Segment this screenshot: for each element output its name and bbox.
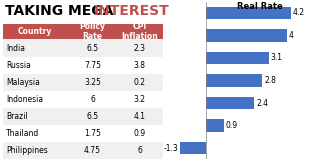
Text: Real Rate: Real Rate [237, 2, 283, 11]
Text: India: India [6, 43, 25, 52]
Text: 6: 6 [137, 146, 142, 155]
Text: Thailand: Thailand [6, 129, 40, 138]
Text: -1.3: -1.3 [164, 144, 178, 153]
Text: 7.75: 7.75 [84, 61, 101, 70]
Text: 6.5: 6.5 [86, 112, 99, 121]
Text: 2.3: 2.3 [133, 43, 146, 52]
FancyBboxPatch shape [3, 125, 163, 142]
Bar [206, 97, 254, 109]
FancyBboxPatch shape [3, 24, 163, 39]
Text: TAKING MEGA: TAKING MEGA [5, 4, 118, 18]
Text: 3.2: 3.2 [133, 95, 146, 104]
Text: 6.5: 6.5 [86, 43, 99, 52]
Text: 0.9: 0.9 [226, 121, 238, 130]
FancyBboxPatch shape [3, 91, 163, 108]
Bar [180, 142, 206, 154]
Text: Indonesia: Indonesia [6, 95, 43, 104]
Bar [206, 7, 291, 19]
Text: 2.4: 2.4 [256, 99, 268, 108]
Text: 4.75: 4.75 [84, 146, 101, 155]
Text: 4.1: 4.1 [133, 112, 146, 121]
Text: Policy
Rate: Policy Rate [79, 22, 106, 41]
Text: 0.9: 0.9 [133, 129, 146, 138]
Text: 6: 6 [90, 95, 95, 104]
FancyBboxPatch shape [3, 142, 163, 159]
Text: 3.25: 3.25 [84, 78, 101, 87]
Bar [206, 119, 224, 132]
Text: 3.8: 3.8 [133, 61, 146, 70]
Text: INTEREST: INTEREST [93, 4, 169, 18]
Bar [206, 52, 268, 64]
Text: 4: 4 [288, 31, 293, 40]
Text: CPI
Inflation: CPI Inflation [121, 22, 158, 41]
Text: 4.2: 4.2 [292, 8, 304, 17]
Text: 1.75: 1.75 [84, 129, 101, 138]
Text: 0.2: 0.2 [133, 78, 146, 87]
Text: 3.1: 3.1 [270, 53, 282, 62]
Text: Country: Country [18, 27, 52, 36]
Text: 2.8: 2.8 [264, 76, 276, 85]
FancyBboxPatch shape [3, 39, 163, 57]
Text: Brazil: Brazil [6, 112, 28, 121]
FancyBboxPatch shape [3, 108, 163, 125]
Bar [206, 29, 287, 42]
Bar [206, 74, 263, 87]
Text: Philippines: Philippines [6, 146, 48, 155]
Text: Malaysia: Malaysia [6, 78, 40, 87]
FancyBboxPatch shape [3, 57, 163, 74]
FancyBboxPatch shape [3, 74, 163, 91]
Text: Russia: Russia [6, 61, 31, 70]
